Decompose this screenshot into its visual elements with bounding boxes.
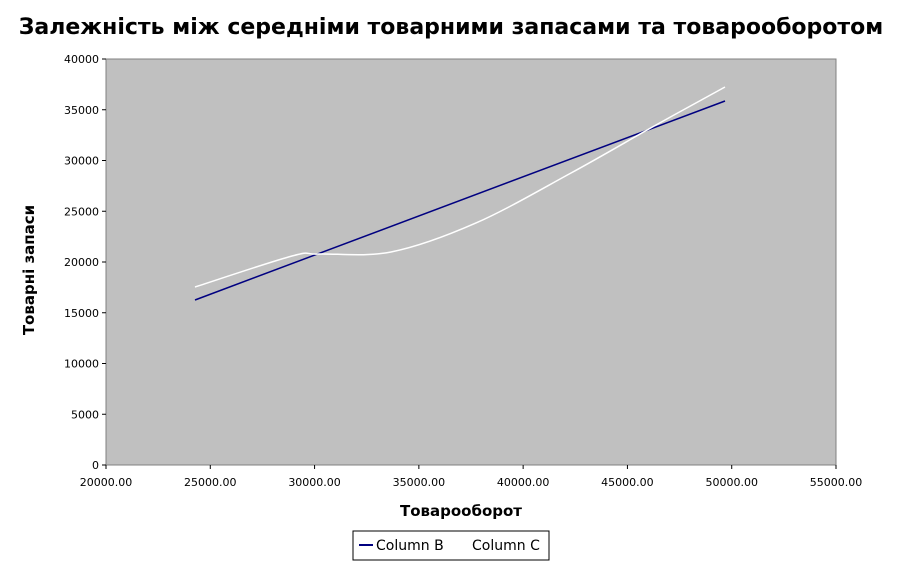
x-tick-label: 40000.00 [497, 476, 550, 489]
y-tick-label: 20000 [64, 256, 99, 269]
legend-label-column-b: Column B [376, 538, 444, 554]
legend-label-column-c: Column C [472, 538, 540, 554]
legend: Column B Column C [352, 530, 550, 561]
series-line-column-b [194, 100, 726, 301]
chart-title: Залежність між середніми товарними запас… [19, 15, 884, 40]
x-tick-label: 25000.00 [184, 476, 237, 489]
y-tick-label: 10000 [64, 358, 99, 371]
y-tick-label: 40000 [64, 53, 99, 66]
y-tick-label: 25000 [64, 205, 99, 218]
x-tick-label: 50000.00 [705, 476, 758, 489]
x-tick-label: 45000.00 [601, 476, 654, 489]
y-tick-label: 5000 [71, 408, 99, 421]
x-tick-label: 55000.00 [810, 476, 863, 489]
x-tick-label: 35000.00 [393, 476, 446, 489]
x-tick-label: 20000.00 [80, 476, 133, 489]
x-tick-label: 30000.00 [288, 476, 341, 489]
x-axis-label: Товарооборот [400, 502, 522, 520]
y-tick-label: 35000 [64, 104, 99, 117]
y-tick-label: 0 [92, 459, 99, 472]
y-tick-label: 15000 [64, 307, 99, 320]
plot-area [105, 58, 837, 466]
y-axis-label: Товарні запаси [20, 205, 38, 335]
y-tick-label: 30000 [64, 155, 99, 168]
